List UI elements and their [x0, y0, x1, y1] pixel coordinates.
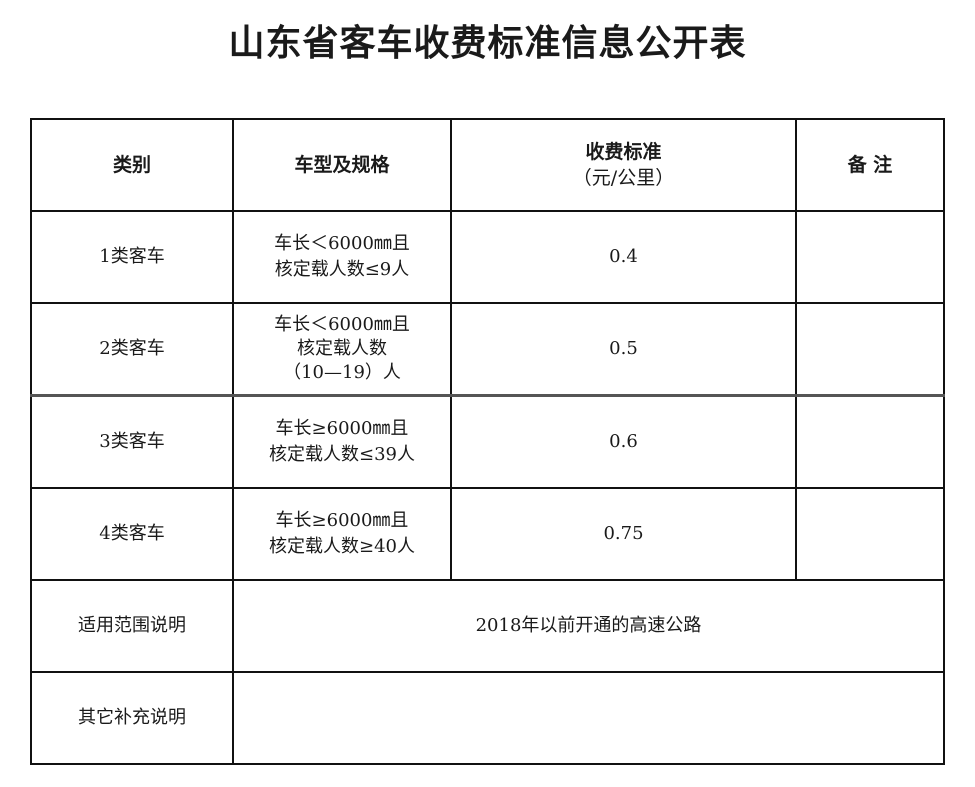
spec-line: 核定载人数≤39人	[269, 444, 415, 465]
spec-cell: 车长≥6000㎜且 核定载人数≤39人	[232, 394, 452, 489]
spec-cell: 车长＜6000㎜且 核定载人数 （10—19）人	[232, 302, 452, 397]
other-label: 其它补充说明	[30, 671, 234, 765]
header-rate-line1: 收费标准	[585, 141, 662, 163]
header-rate: 收费标准 （元/公里）	[450, 118, 797, 212]
table-row: 1类客车 车长＜6000㎜且 核定载人数≤9人 0.4	[30, 210, 945, 304]
header-remark: 备 注	[795, 118, 945, 212]
spec-cell: 车长≥6000㎜且 核定载人数≥40人	[232, 487, 452, 581]
category-cell: 3类客车	[30, 394, 234, 489]
table-row: 4类客车 车长≥6000㎜且 核定载人数≥40人 0.75	[30, 487, 945, 581]
table-row: 2类客车 车长＜6000㎜且 核定载人数 （10—19）人 0.5	[30, 302, 945, 397]
header-rate-line2: （元/公里）	[572, 167, 675, 189]
spec-line: 核定载人数≥40人	[269, 536, 415, 557]
header-spec: 车型及规格	[232, 118, 452, 212]
remark-cell	[795, 210, 945, 304]
spec-line: 核定载人数	[297, 338, 387, 359]
spec-line: 车长＜6000㎜且	[274, 314, 410, 335]
scope-row: 适用范围说明 2018年以前开通的高速公路	[30, 579, 945, 673]
header-category: 类别	[30, 118, 234, 212]
category-cell: 4类客车	[30, 487, 234, 581]
page-title: 山东省客车收费标准信息公开表	[228, 23, 747, 64]
table-header-row: 类别 车型及规格 收费标准 （元/公里） 备 注	[30, 118, 945, 212]
spec-line: 车长≥6000㎜且	[275, 510, 409, 531]
rate-cell: 0.5	[450, 302, 797, 397]
rate-cell: 0.6	[450, 394, 797, 489]
remark-cell	[795, 394, 945, 489]
other-value	[232, 671, 945, 765]
spec-line: （10—19）人	[283, 362, 401, 383]
spec-line: 车长＜6000㎜且	[274, 233, 410, 254]
category-cell: 1类客车	[30, 210, 234, 304]
rate-cell: 0.75	[450, 487, 797, 581]
remark-cell	[795, 302, 945, 397]
table-row: 3类客车 车长≥6000㎜且 核定载人数≤39人 0.6	[30, 394, 945, 489]
scope-label: 适用范围说明	[30, 579, 234, 673]
toll-table: 类别 车型及规格 收费标准 （元/公里） 备 注 1类客车 车长＜6000㎜且核…	[30, 118, 945, 765]
other-row: 其它补充说明	[30, 671, 945, 765]
category-cell: 2类客车	[30, 302, 234, 397]
spec-line: 车长≥6000㎜且	[275, 418, 409, 439]
spec-line: 核定载人数≤9人	[274, 259, 410, 280]
spec-cell: 车长＜6000㎜且 核定载人数≤9人	[232, 210, 452, 304]
rate-cell: 0.4	[450, 210, 797, 304]
scope-value: 2018年以前开通的高速公路	[232, 579, 945, 673]
remark-cell	[795, 487, 945, 581]
